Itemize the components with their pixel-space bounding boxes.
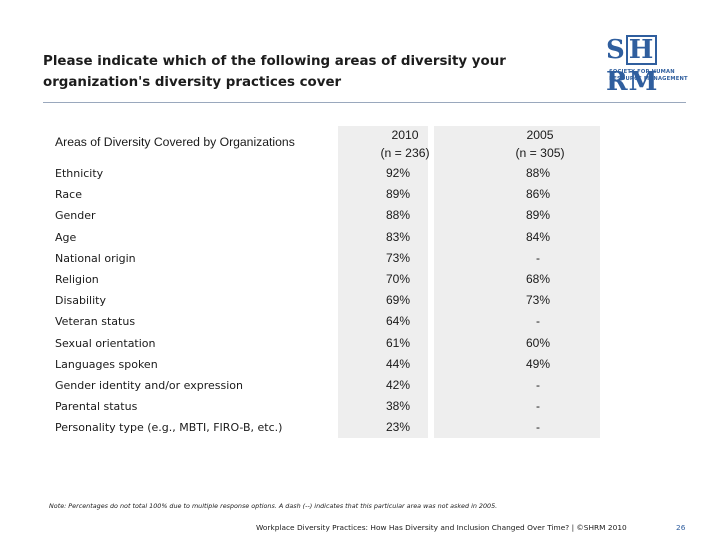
row-label: Veteran status [55,315,136,329]
row-label: Age [55,230,77,244]
footnote: Note: Percentages do not total 100% due … [49,502,498,510]
table-header-label: Areas of Diversity Covered by Organizati… [55,135,295,149]
row-value-2010: 42% [385,378,411,392]
row-label: Ethnicity [55,167,104,180]
table-row: Languages spoken 44% 49% [55,354,615,375]
row-value-2010: 44% [385,356,411,371]
row-value-2005: 68% [525,272,551,286]
row-value-2010: 61% [385,335,411,350]
row-value-2005: - [536,399,540,414]
row-label: Gender [55,209,96,223]
row-value-2005: - [536,314,540,329]
row-value-2010: 23% [385,420,411,435]
row-value-2010: 92% [385,166,411,180]
row-label: Languages spoken [55,357,158,371]
column-header-2005: 2005 (n = 305) [490,126,590,162]
row-value-2010: 83% [385,229,411,244]
row-value-2010: 69% [385,293,411,308]
column-header-2005-year: 2005 [526,128,554,142]
table-row: Sexual orientation 61% 60% [55,333,615,354]
row-value-2005: - [536,250,540,265]
row-label: Personality type (e.g., MBTI, FIRO-B, et… [55,421,283,435]
logo-letter-s: S [606,35,626,65]
row-value-2005: 89% [525,208,551,223]
row-value-2005: 60% [525,335,551,350]
row-value-2005: 88% [525,166,551,180]
page-number: 26 [676,523,686,532]
column-header-2005-n: (n = 305) [515,146,565,160]
table-row: Ethnicity 92% 88% [55,163,615,184]
row-value-2010: 38% [385,399,411,414]
table-row: Race 89% 86% [55,184,615,205]
row-label: Parental status [55,400,138,414]
footer-text: Workplace Diversity Practices: How Has D… [256,523,627,532]
logo-letter-h: H [625,35,658,65]
slide-title: Please indicate which of the following a… [43,54,506,90]
logo-letter-rm: RM [606,67,659,97]
row-value-2005: 84% [525,229,551,244]
column-header-2010-year: 2010 [391,128,419,142]
row-value-2005: - [536,420,540,435]
table-row: National origin 73% - [55,248,615,269]
column-2005-background [434,126,600,438]
row-value-2010: 89% [385,187,411,202]
row-label: Race [55,188,82,202]
column-header-2010-n: (n = 236) [380,146,430,160]
logo-tagline-line1: SOCIETY FOR HUMAN [609,69,675,75]
table-row: Parental status 38% - [55,396,615,417]
row-value-2005: 49% [525,356,551,371]
table-row: Religion 70% 68% [55,269,615,290]
row-value-2010: 88% [385,208,411,223]
column-header-2010: 2010 (n = 236) [360,126,450,162]
table-row: Gender identity and/or expression 42% - [55,375,615,396]
logo-letters: S HRM [606,34,690,97]
row-label: National origin [55,251,136,265]
row-value-2005: 86% [525,187,551,202]
column-2010-background [338,126,428,438]
title-divider [43,102,686,103]
row-label: Gender identity and/or expression [55,379,243,392]
row-value-2005: - [536,378,540,392]
table-row: Veteran status 64% - [55,311,615,332]
table-row: Personality type (e.g., MBTI, FIRO-B, et… [55,417,615,438]
row-value-2010: 70% [385,272,411,286]
logo-tagline: SOCIETY FOR HUMAN RESOURCE MANAGEMENT [609,69,693,82]
table-row: Gender 88% 89% [55,205,615,226]
row-value-2010: 64% [385,314,411,329]
table-row: Disability 69% 73% [55,290,615,311]
shrm-logo: S HRM SOCIETY FOR HUMAN RESOURCE MANAGEME… [606,34,693,97]
row-label: Sexual orientation [55,336,156,350]
logo-tagline-line2: RESOURCE MANAGEMENT [609,75,688,82]
row-value-2005: 73% [525,293,551,308]
row-value-2010: 73% [385,250,411,265]
table-row: Age 83% 84% [55,227,615,248]
row-label: Religion [55,273,99,286]
row-label: Disability [55,294,106,308]
